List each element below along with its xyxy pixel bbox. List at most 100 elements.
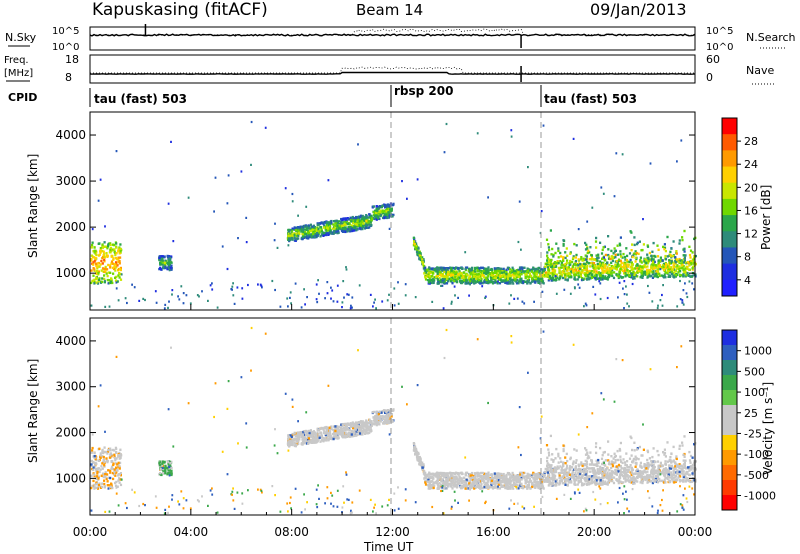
power-cell [322, 234, 325, 237]
power-cell [574, 259, 578, 263]
power-cell [613, 266, 616, 270]
power-cell [375, 218, 378, 221]
velocity-cell [160, 464, 163, 467]
velocity-cell [499, 480, 502, 483]
power-cell [349, 216, 352, 219]
velocity-cell [101, 448, 104, 452]
power-cell [422, 258, 425, 261]
power-cell [518, 266, 522, 269]
power-cell [451, 273, 455, 276]
power-cell [164, 259, 167, 262]
power-cell [538, 274, 542, 277]
power-cell [464, 275, 467, 278]
power-cell [476, 279, 479, 283]
power-cell [549, 260, 552, 263]
power-cell [524, 273, 527, 276]
power-cell [611, 255, 614, 259]
velocity-cell [294, 434, 298, 437]
velocity-cell [447, 472, 450, 475]
velocity-cell [375, 419, 378, 423]
power-cell [674, 261, 677, 264]
power-cell [98, 265, 101, 268]
power-cell [597, 267, 600, 270]
range-tick-label: 4000 [55, 128, 86, 142]
power-cell [625, 247, 628, 250]
power-cell [464, 266, 468, 269]
power-cell [489, 281, 492, 284]
power-cell [685, 273, 688, 277]
power-cell [345, 229, 349, 232]
power-cell [607, 272, 610, 276]
velocity-cell [112, 463, 115, 467]
power-cell [498, 282, 502, 285]
velocity-cell [111, 453, 114, 457]
power-cell [511, 280, 514, 283]
power-cell [631, 266, 634, 269]
velocity-cell [301, 432, 304, 436]
velocity-cell [297, 433, 300, 436]
velocity-cell [170, 472, 173, 475]
power-cell [425, 271, 428, 274]
power-cell [390, 207, 393, 210]
power-cell [387, 205, 390, 208]
power-cell [644, 270, 647, 273]
power-cell [308, 226, 311, 229]
velocity-cell [161, 462, 164, 465]
power-cell [386, 299, 389, 302]
power-cell [423, 265, 426, 268]
power-cell [660, 274, 663, 277]
power-cell [504, 281, 507, 284]
velocity-cell [524, 475, 527, 478]
power-cell [611, 257, 614, 260]
power-cell [624, 271, 627, 275]
velocity-cell [164, 468, 167, 471]
velocity-cell [343, 433, 346, 437]
power-cell [324, 233, 327, 236]
power-cell [301, 232, 304, 236]
power-cell [432, 268, 435, 271]
velocity-cell [119, 455, 122, 458]
power-cell [516, 297, 519, 300]
velocity-cell [293, 437, 296, 440]
power-cell [161, 255, 164, 258]
power-cell [547, 243, 550, 246]
power-cell [653, 266, 656, 269]
power-cell [693, 288, 695, 291]
power-cell [345, 222, 349, 225]
velocity-cell [505, 476, 508, 479]
power-cell [524, 274, 527, 278]
power-cell [693, 254, 696, 258]
power-cell [530, 270, 533, 273]
velocity-cell [325, 429, 328, 433]
power-cell [580, 278, 584, 282]
power-cell [691, 267, 694, 270]
power-cell [458, 276, 461, 279]
noise-search-trace [89, 28, 696, 36]
power-cell [233, 302, 236, 305]
power-cell [373, 301, 375, 304]
power-cell [308, 235, 311, 239]
power-cell [645, 261, 648, 265]
velocity-cell [347, 431, 350, 434]
velocity-cell [447, 485, 450, 488]
velocity-cell [445, 476, 448, 479]
power-cell [388, 214, 391, 217]
power-cell [329, 224, 332, 228]
power-cell [306, 235, 309, 238]
power-cell [589, 246, 592, 249]
velocity-cell [289, 434, 292, 437]
colorbar-swatch [722, 279, 737, 297]
power-cell [693, 273, 696, 277]
power-cell [682, 268, 685, 271]
power-cell [383, 213, 387, 216]
power-cell [432, 281, 435, 284]
power-cell [656, 270, 660, 274]
velocity-cell [104, 475, 107, 478]
power-cell [499, 278, 502, 282]
power-cell [449, 274, 452, 277]
power-cell [548, 248, 551, 252]
velocity-cell [114, 481, 117, 485]
power-cell [421, 256, 424, 259]
velocity-cell [103, 479, 106, 482]
power-cell [600, 266, 603, 270]
